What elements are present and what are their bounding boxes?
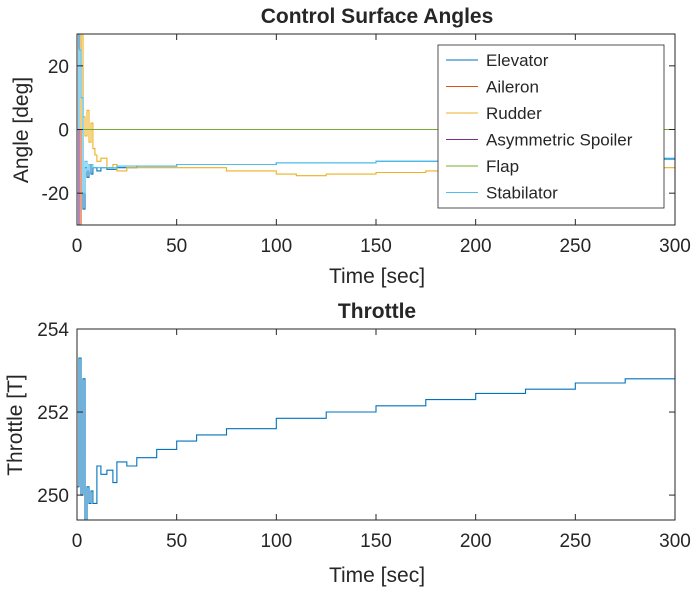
x-tick-label: 300 (659, 236, 691, 257)
x-tick-label: 200 (460, 531, 492, 552)
x-tick-label: 100 (260, 236, 292, 257)
y-tick-label: -20 (42, 184, 69, 205)
x-tick-label: 0 (72, 531, 83, 552)
x-tick-label: 150 (360, 531, 392, 552)
y-ticks: -20 0 20 (42, 57, 675, 205)
legend-entry-aileron: Aileron (486, 78, 539, 97)
y-tick-label: 250 (37, 486, 69, 507)
y-tick-label: 0 (58, 121, 69, 142)
x-tick-label: 50 (166, 236, 187, 257)
x-tick-label: 200 (460, 236, 492, 257)
x-tick-label: 250 (559, 236, 591, 257)
series-line-series (77, 357, 676, 521)
legend-entry-elevator: Elevator (486, 51, 549, 70)
y-tick-label: 254 (37, 320, 69, 341)
throttle-chart: Throttle 0 50 100 150 200 250 300 250 252 254 Ti… (4, 300, 691, 587)
x-tick-label: 50 (166, 531, 187, 552)
y-tick-label: 20 (48, 57, 69, 78)
legend: Elevator Aileron Rudder Asymmetric Spoil… (437, 44, 665, 209)
y-axis-label: Throttle [T] (4, 374, 27, 476)
x-tick-label: 150 (360, 236, 392, 257)
x-ticks: 0 50 100 150 200 250 300 (72, 34, 691, 257)
plot-area (77, 329, 675, 520)
legend-entry-flap: Flap (486, 157, 519, 176)
legend-entry-stabilator: Stabilator (486, 184, 558, 203)
legend-entry-asymmetric-spoiler: Asymmetric Spoiler (486, 131, 633, 150)
chart-title: Control Surface Angles (261, 5, 494, 28)
control-surface-chart: Control Surface Angles 0 50 100 150 200 250 30… (10, 5, 691, 288)
series-line-rudder (77, 33, 675, 177)
y-ticks: 250 252 254 (37, 320, 675, 507)
x-axis-label: Time [sec] (329, 564, 425, 587)
legend-box (437, 44, 665, 209)
x-tick-label: 250 (559, 531, 591, 552)
y-axis-label: Angle [deg] (10, 77, 33, 183)
x-tick-label: 0 (72, 236, 83, 257)
legend-entry-rudder: Rudder (486, 104, 542, 123)
x-tick-label: 100 (260, 531, 292, 552)
x-axis-label: Time [sec] (329, 265, 425, 288)
x-ticks: 0 50 100 150 200 250 300 (72, 329, 691, 552)
x-tick-label: 300 (659, 531, 691, 552)
y-tick-label: 252 (37, 403, 69, 424)
chart-title: Throttle (338, 300, 416, 323)
series-group (77, 357, 676, 521)
